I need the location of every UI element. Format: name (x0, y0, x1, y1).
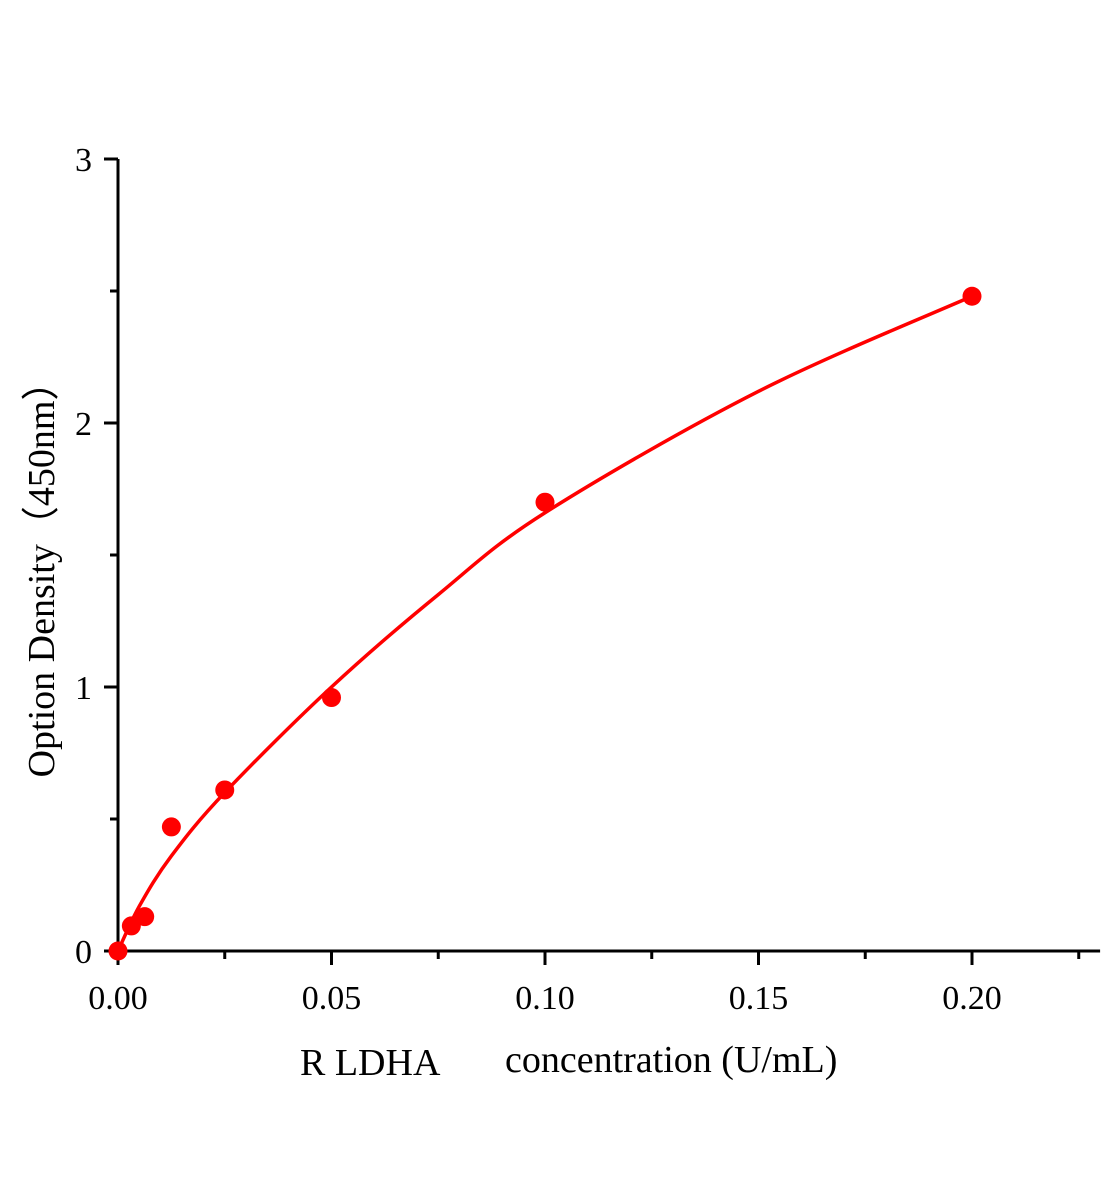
data-points (108, 286, 982, 961)
data-point (322, 688, 341, 708)
y-tick-label: 1 (75, 670, 92, 707)
x-tick-label: 0.00 (88, 980, 148, 1017)
data-point (962, 286, 982, 306)
tick-labels: 0.00 0.05 0.10 0.15 0.20 0 1 2 3 (75, 142, 1002, 1017)
axes (104, 157, 1101, 965)
data-point (215, 780, 235, 800)
x-tick-label: 0.15 (729, 980, 789, 1017)
x-axis-label: concentration (U/mL) (505, 1039, 837, 1081)
data-point (108, 941, 128, 961)
x-axis-label-prefix: R LDHA (300, 1042, 441, 1084)
y-axis-label: Option Density（450nm） (21, 363, 63, 778)
x-tick-label: 0.20 (942, 980, 1002, 1017)
data-point (161, 817, 181, 837)
fit-curve (116, 294, 973, 952)
x-tick-label: 0.10 (515, 980, 575, 1017)
y-tick-label: 3 (75, 142, 92, 179)
y-tick-label: 2 (75, 406, 92, 443)
data-point (535, 492, 555, 512)
x-tick-label: 0.05 (302, 980, 362, 1017)
data-point (121, 916, 141, 936)
data-point (135, 907, 155, 927)
y-tick-label: 0 (75, 934, 92, 971)
